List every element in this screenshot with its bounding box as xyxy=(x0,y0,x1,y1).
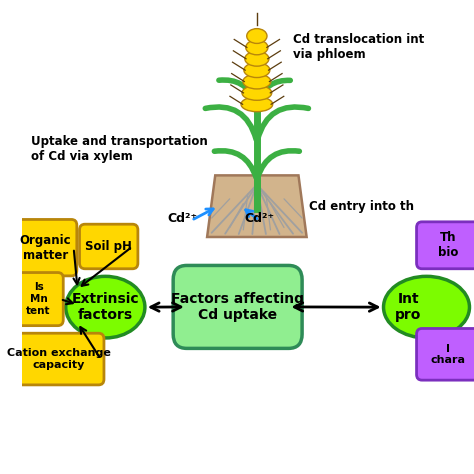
FancyBboxPatch shape xyxy=(173,265,302,348)
Ellipse shape xyxy=(242,85,272,100)
Polygon shape xyxy=(207,175,307,237)
Text: Soil pH: Soil pH xyxy=(85,240,132,253)
Text: Factors affecting
Cd uptake: Factors affecting Cd uptake xyxy=(171,292,304,322)
FancyBboxPatch shape xyxy=(417,328,474,380)
Text: I
chara: I chara xyxy=(430,344,465,365)
FancyBboxPatch shape xyxy=(14,333,104,385)
Text: Cation exchange
capacity: Cation exchange capacity xyxy=(7,348,111,370)
Text: Cd entry into th: Cd entry into th xyxy=(309,200,414,213)
Ellipse shape xyxy=(246,40,268,55)
Text: Cd translocation int
via phloem: Cd translocation int via phloem xyxy=(293,33,424,62)
Text: Cd²⁺: Cd²⁺ xyxy=(167,211,197,225)
Ellipse shape xyxy=(383,276,469,338)
Text: Extrinsic
factors: Extrinsic factors xyxy=(72,292,139,322)
Text: Organic
matter: Organic matter xyxy=(19,234,71,262)
FancyBboxPatch shape xyxy=(80,224,138,269)
Ellipse shape xyxy=(66,276,145,338)
Ellipse shape xyxy=(244,63,270,78)
Ellipse shape xyxy=(243,74,271,89)
Ellipse shape xyxy=(245,51,269,66)
FancyBboxPatch shape xyxy=(14,219,77,276)
Text: ls
Mn
tent: ls Mn tent xyxy=(27,283,51,316)
Text: Int
pro: Int pro xyxy=(395,292,421,322)
FancyBboxPatch shape xyxy=(14,273,63,326)
Ellipse shape xyxy=(241,97,273,112)
Ellipse shape xyxy=(247,28,267,44)
FancyBboxPatch shape xyxy=(417,222,474,269)
Text: Cd²⁺: Cd²⁺ xyxy=(244,211,274,225)
Text: Uptake and transportation
of Cd via xylem: Uptake and transportation of Cd via xyle… xyxy=(31,135,208,164)
Text: Th
bio: Th bio xyxy=(438,231,458,259)
